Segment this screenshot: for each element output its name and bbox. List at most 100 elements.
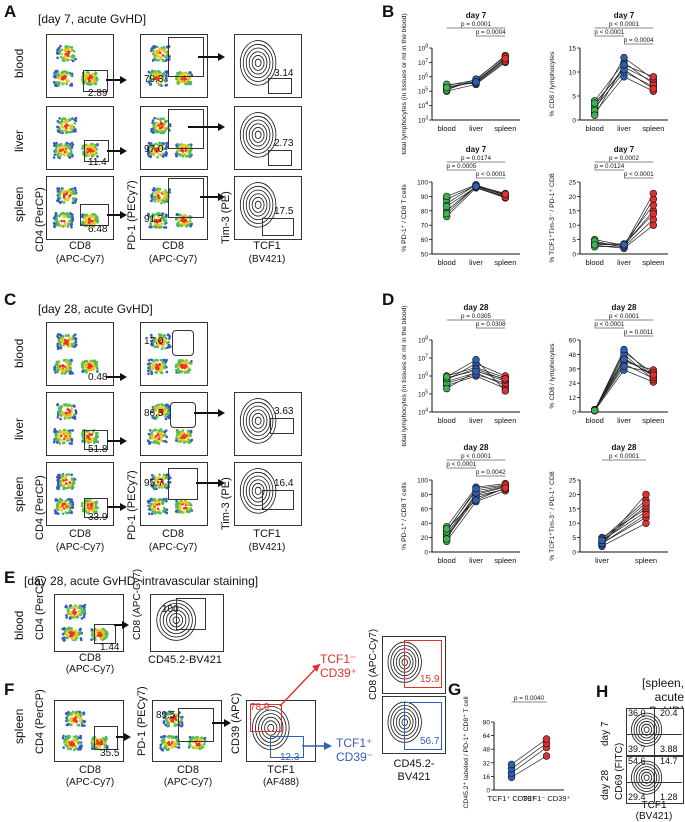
y-tick-label: 0	[572, 118, 576, 125]
quadrant-value: 3.88	[660, 744, 678, 754]
axis-label-cd39: CD39 (APC)	[230, 693, 242, 754]
data-point	[621, 241, 628, 248]
axis-sub-apccy7: (APC-Cy7)	[140, 254, 206, 265]
row-label-spleen: spleen	[12, 709, 26, 744]
y-tick-label: 70	[421, 223, 429, 230]
y-tick-label: 0	[572, 550, 576, 557]
gate-f1	[94, 726, 118, 750]
axis-label-cd452: CD45.2-	[382, 758, 446, 770]
y-tick-label: 10	[569, 70, 577, 77]
x-tick-label: spleen	[635, 556, 657, 565]
gate-value: 33.9	[88, 512, 107, 523]
axis-sub-bv421: (BV421)	[234, 254, 300, 265]
axis-label-cd4: CD4 (PerCP)	[34, 689, 46, 754]
data-point	[473, 368, 480, 375]
y-tick-label: 106	[418, 72, 428, 81]
y-tick-label: 20	[421, 535, 429, 542]
replicate-line	[595, 366, 624, 410]
data-point	[443, 210, 450, 217]
gate-c3-spleen	[262, 490, 294, 510]
y-axis-label: % CD8 / lymphocytes	[549, 51, 556, 117]
y-tick-label: 10	[569, 223, 577, 230]
x-tick-label: spleen	[642, 416, 664, 425]
axis-label-cd4: CD4 (PerCP)	[34, 187, 46, 252]
gate-value: 100	[162, 604, 179, 615]
gate-a3-spleen	[262, 218, 294, 236]
gate-a2-liver	[168, 109, 204, 149]
p-value: p = 0.0005	[446, 163, 476, 170]
replicate-line	[624, 65, 653, 77]
y-tick-label: 64	[483, 733, 491, 740]
gate-c2-liver	[170, 402, 196, 428]
data-point	[643, 511, 650, 518]
y-tick-label: 80	[421, 492, 429, 499]
p-value: p < 0.0001	[624, 171, 654, 178]
row-label-blood: blood	[12, 49, 26, 78]
axis-label-pd1: PD-1 (PECy7)	[126, 470, 138, 540]
y-tick-label: 24	[569, 381, 577, 388]
replicate-line	[476, 59, 505, 82]
row-label-spleen: spleen	[12, 477, 26, 512]
y-tick-label: 16	[483, 774, 491, 781]
y-tick-label: 107	[418, 58, 428, 67]
replicate-line	[624, 225, 653, 248]
x-tick-label: blood	[585, 258, 603, 267]
panel-e-letter: E	[4, 568, 15, 588]
gate-e2	[176, 598, 206, 630]
gate-f2	[178, 708, 214, 742]
axis-label-pd1: PD-1 (PECy7)	[136, 686, 148, 756]
arrow-icon	[122, 621, 129, 629]
gate-c3-liver	[270, 418, 294, 434]
axis-label-cd69: CD69 (FITC)	[614, 743, 625, 800]
axis-label-cd8-y: CD8 (APC-Cy7)	[132, 569, 143, 640]
quadrant-value: 39.7	[628, 744, 646, 754]
replicate-line	[602, 494, 646, 544]
replicate-line	[624, 194, 653, 246]
data-point	[621, 346, 628, 353]
axis-sub-bv421: BV421	[382, 771, 446, 783]
axis-sub-apccy7: (APC-Cy7)	[140, 542, 206, 553]
replicate-line	[447, 489, 476, 532]
x-tick-label: blood	[585, 124, 603, 133]
replicate-line	[624, 350, 653, 378]
y-axis-label: % CD8 / lymphocytes	[549, 343, 556, 409]
data-point	[443, 536, 450, 543]
axis-label-cd8: CD8	[58, 652, 122, 664]
arrow-icon	[218, 409, 225, 417]
replicate-line	[595, 58, 624, 111]
p-value: p = 0.0011	[624, 329, 654, 336]
y-tick-label: 0	[572, 410, 576, 417]
data-point	[443, 203, 450, 210]
data-point	[591, 407, 598, 414]
data-point	[473, 183, 480, 190]
replicate-line	[447, 493, 476, 539]
data-point	[443, 526, 450, 533]
x-tick-label: liver	[469, 416, 483, 425]
quadrant-value: 14.7	[660, 756, 678, 766]
y-axis-label: % TCF1⁺Tim-3⁻ / PD-1⁺ CD8	[549, 173, 556, 263]
x-tick-label: liver	[617, 124, 631, 133]
y-tick-label: 0	[424, 550, 428, 557]
gate-value: 3.14	[274, 68, 293, 79]
y-tick-label: 107	[418, 354, 428, 363]
y-tick-label: 80	[421, 208, 429, 215]
p-value: p < 0.0001	[594, 321, 624, 328]
axis-label-tim3: Tim-3 (PE)	[220, 191, 232, 244]
y-tick-label: 5	[572, 94, 576, 101]
axis-label-cd8: CD8	[140, 528, 206, 540]
y-tick-label: 25	[569, 478, 577, 485]
gate-c2-spleen	[168, 468, 198, 500]
row-label-day7: day 7	[600, 722, 611, 746]
panel-a-letter: A	[4, 2, 16, 22]
gate-value: 17.0	[144, 336, 163, 347]
p-value: p = 0.0305	[461, 313, 491, 320]
replicate-line	[624, 58, 653, 80]
x-tick-label: TCF1⁻ CD39⁺	[523, 794, 571, 803]
gate-value: 2.89	[88, 88, 107, 99]
axis-sub-apccy7: (APC-Cy7)	[48, 542, 112, 553]
y-tick-label: 0	[572, 252, 576, 259]
gate-value: 2.73	[274, 138, 293, 149]
gate-value: 86.5	[144, 408, 163, 419]
y-tick-label: 60	[421, 506, 429, 513]
